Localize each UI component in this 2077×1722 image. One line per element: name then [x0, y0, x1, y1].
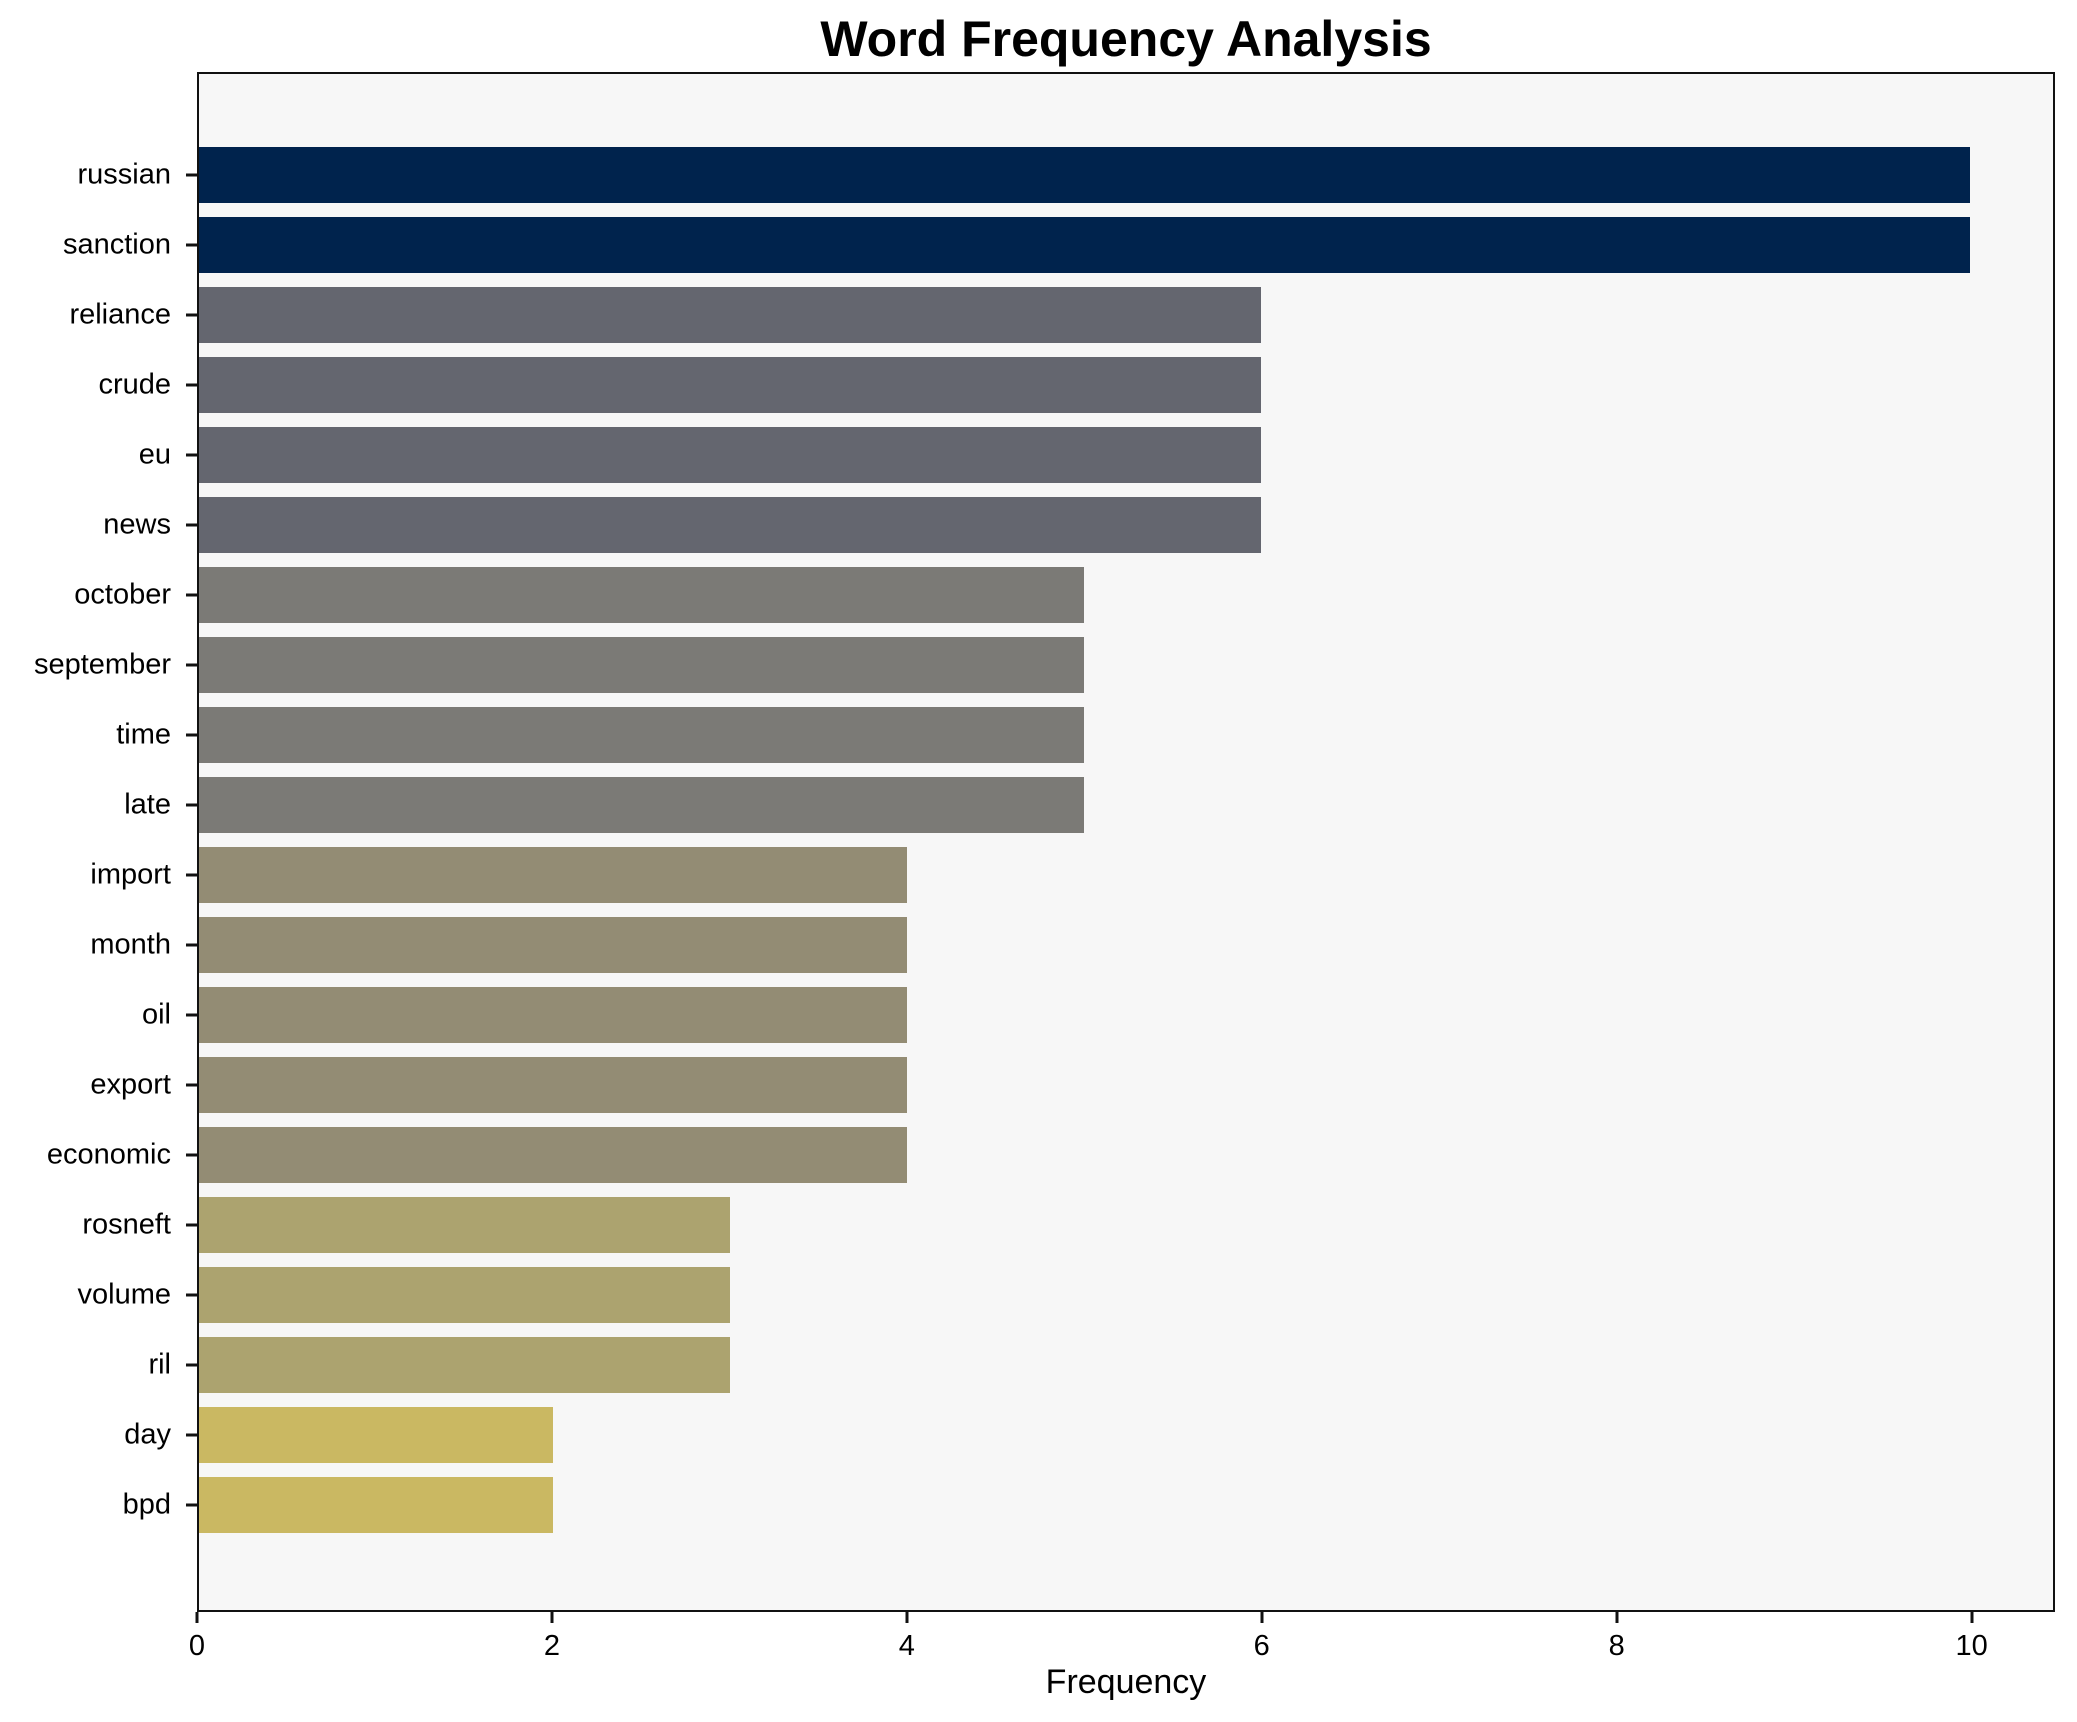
x-tick-label-2: 2 [543, 1630, 560, 1662]
y-tick-mark [186, 1153, 197, 1157]
bar-row: economic [47, 1120, 2053, 1190]
bar-row: sanction [63, 210, 2053, 280]
bar-eu [199, 427, 1262, 483]
y-tick-label-russian: russian [77, 158, 172, 191]
y-tick-label-news: news [103, 508, 171, 541]
y-tick-mark [186, 1083, 197, 1087]
x-tick-label-10: 10 [1955, 1630, 1988, 1662]
y-tick-label-eu: eu [138, 438, 171, 471]
y-tick-mark [186, 1013, 197, 1017]
x-tick-label-8: 8 [1608, 1630, 1625, 1662]
bar-import [199, 847, 908, 903]
bar-row: month [90, 910, 2053, 980]
y-tick-mark [186, 313, 197, 317]
y-tick-mark [186, 1293, 197, 1297]
y-tick-mark [186, 243, 197, 247]
bar-row: news [103, 490, 2053, 560]
bar-oil [199, 987, 908, 1043]
y-tick-mark [186, 943, 197, 947]
bar-row: time [116, 700, 2053, 770]
bar-rosneft [199, 1197, 731, 1253]
bar-news [199, 497, 1262, 553]
bar-row: bpd [123, 1470, 2053, 1540]
y-tick-label-export: export [90, 1068, 171, 1101]
bar-row: import [90, 840, 2053, 910]
bar-row: day [124, 1400, 2053, 1470]
bar-row: september [34, 630, 2053, 700]
bar-september [199, 637, 1085, 693]
y-tick-label-oil: oil [141, 998, 171, 1031]
x-axis-title: Frequency [1045, 1663, 1207, 1701]
y-tick-mark [186, 1433, 197, 1437]
x-tick-mark [1260, 1612, 1264, 1623]
bar-row: russian [78, 140, 2053, 210]
y-tick-label-time: time [116, 718, 171, 751]
y-tick-mark [186, 1363, 197, 1367]
bar-russian [199, 147, 1970, 203]
bar-row: export [90, 1050, 2053, 1120]
y-tick-label-ril: ril [148, 1348, 171, 1381]
y-tick-mark [186, 873, 197, 877]
bar-bpd [199, 1477, 554, 1533]
chart-title: Word Frequency Analysis [820, 11, 1432, 67]
y-tick-mark [186, 523, 197, 527]
bar-volume [199, 1267, 731, 1323]
bar-economic [199, 1127, 908, 1183]
y-tick-mark [186, 1223, 197, 1227]
y-tick-label-import: import [90, 858, 171, 891]
x-tick-mark [905, 1612, 909, 1623]
y-tick-label-volume: volume [77, 1278, 172, 1311]
bar-time [199, 707, 1085, 763]
bar-row: rosneft [82, 1190, 2053, 1260]
y-tick-mark [186, 593, 197, 597]
bar-row: reliance [69, 280, 2053, 350]
bar-october [199, 567, 1085, 623]
x-tick-mark [195, 1612, 199, 1623]
plot-area: russian sanction reliance crude eu news octobe… [34, 72, 2055, 1612]
bar-sanction [199, 217, 1970, 273]
y-tick-label-late: late [124, 788, 171, 821]
y-tick-mark [186, 733, 197, 737]
y-tick-label-october: october [74, 578, 171, 611]
y-tick-label-sanction: sanction [62, 228, 171, 261]
x-tick-label-0: 0 [188, 1630, 206, 1662]
x-tick-mark [550, 1612, 554, 1623]
bar-row: late [124, 770, 2053, 840]
x-tick-mark [1615, 1612, 1619, 1623]
bar-late [199, 777, 1085, 833]
x-tick-label-4: 4 [898, 1630, 915, 1662]
y-tick-mark [186, 453, 197, 457]
y-tick-label-month: month [90, 928, 171, 961]
bar-crude [199, 357, 1262, 413]
y-tick-mark [186, 383, 197, 387]
y-tick-mark [186, 803, 197, 807]
bar-row: eu [139, 420, 2053, 490]
bar-reliance [199, 287, 1262, 343]
bar-row: volume [78, 1260, 2053, 1330]
bar-ril [199, 1337, 731, 1393]
x-tick-label-6: 6 [1253, 1630, 1270, 1662]
bar-export [199, 1057, 908, 1113]
y-tick-label-rosneft: rosneft [82, 1208, 171, 1241]
y-tick-label-economic: economic [46, 1138, 171, 1171]
bar-row: ril [148, 1330, 2053, 1400]
y-tick-mark [186, 663, 197, 667]
y-tick-label-bpd: bpd [122, 1488, 171, 1521]
y-tick-mark [186, 173, 197, 177]
bar-month [199, 917, 908, 973]
bars-container: russian sanction reliance crude eu news octobe… [34, 140, 2053, 1540]
y-tick-label-september: september [33, 648, 171, 681]
y-tick-label-reliance: reliance [69, 298, 171, 331]
bar-day [199, 1407, 554, 1463]
bar-row: crude [98, 350, 2053, 420]
bar-row: oil [142, 980, 2053, 1050]
x-tick-mark [1970, 1612, 1974, 1623]
y-tick-label-crude: crude [98, 368, 171, 401]
x-axis: 0 2 4 6 8 10 [189, 1612, 2055, 1682]
y-tick-mark [186, 1503, 197, 1507]
bar-row: october [74, 560, 2053, 630]
y-tick-label-day: day [124, 1418, 171, 1451]
